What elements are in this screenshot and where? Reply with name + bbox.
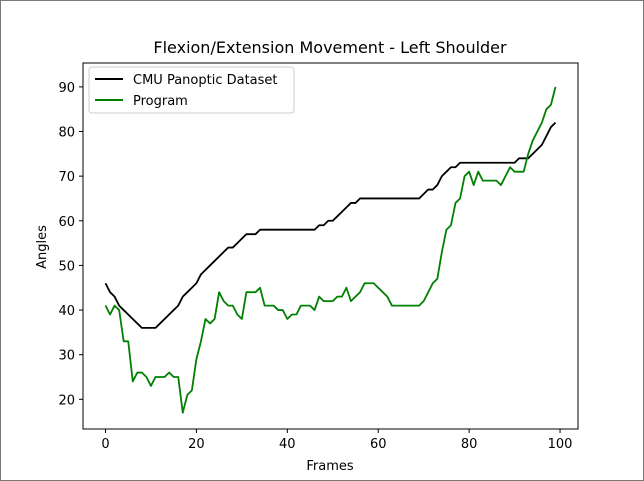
x-tick-label: 100 <box>548 437 573 452</box>
x-tick-label: 20 <box>188 437 205 452</box>
y-tick-label: 70 <box>58 170 75 185</box>
series-line-1 <box>104 121 557 329</box>
legend-label-2: Program <box>133 94 188 109</box>
x-tick-label: 60 <box>370 437 387 452</box>
y-axis-label: Angles <box>35 225 50 269</box>
x-tick-label: 0 <box>101 437 109 452</box>
y-tick-label: 40 <box>58 304 75 319</box>
y-tick-label: 60 <box>58 215 75 230</box>
plot-area: 0 20 40 60 80 100 20 30 40 50 60 70 80 90 <box>58 62 579 452</box>
chart-title: Flexion/Extension Movement - Left Should… <box>153 38 507 57</box>
y-tick-label: 50 <box>58 259 75 274</box>
y-tick-label: 90 <box>58 81 75 96</box>
y-tick-label: 20 <box>58 393 75 408</box>
x-axis-label: Frames <box>306 459 354 474</box>
y-tick-label: 30 <box>58 349 75 364</box>
y-tick-label: 80 <box>58 126 75 141</box>
legend: CMU Panoptic Dataset Program <box>88 66 295 114</box>
axes-frame <box>82 62 579 430</box>
legend-label-1: CMU Panoptic Dataset <box>133 73 278 88</box>
x-tick-label: 40 <box>279 437 296 452</box>
x-tick-label: 80 <box>461 437 478 452</box>
legend-box <box>88 66 295 114</box>
series-line-2 <box>104 86 557 414</box>
